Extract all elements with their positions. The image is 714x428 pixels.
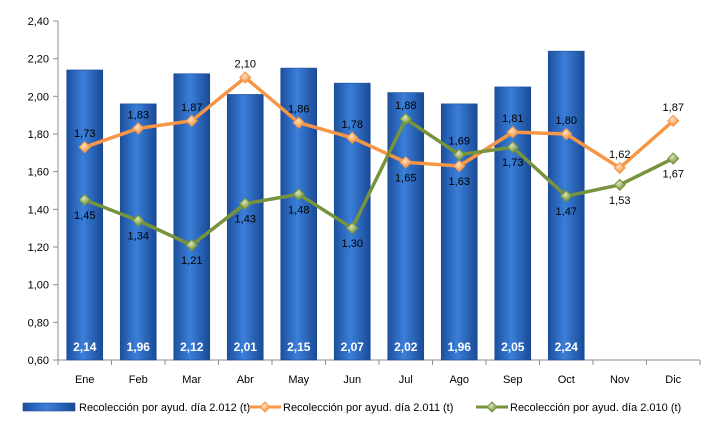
series-2011-point bbox=[613, 161, 626, 175]
line-2010-value-label: 1,47 bbox=[556, 206, 577, 218]
line-2010-value-label: 1,73 bbox=[502, 157, 523, 169]
series-2011-point bbox=[453, 159, 466, 173]
series-2010-point bbox=[346, 221, 359, 235]
series-2011-point bbox=[506, 125, 519, 139]
legend: Recolección por ayud. día 2.012 (t) Recol… bbox=[22, 401, 681, 414]
line-2011-value-label: 1,78 bbox=[342, 119, 363, 131]
line-2011-value-label: 1,87 bbox=[663, 102, 684, 114]
series-2011-point bbox=[292, 116, 305, 129]
bar-series bbox=[66, 50, 585, 361]
y-tick-label: 2,20 bbox=[28, 54, 49, 66]
legend-swatch-2012 bbox=[22, 402, 76, 412]
line-2011-value-label: 1,83 bbox=[128, 109, 149, 121]
y-tick-label: 1,60 bbox=[28, 167, 49, 179]
x-tick-label: Jul bbox=[399, 374, 413, 386]
series-2010-point bbox=[399, 112, 412, 126]
line-series bbox=[78, 71, 680, 252]
series-2010-point bbox=[132, 214, 145, 227]
bar-value-label: 2,15 bbox=[287, 340, 311, 354]
x-tick-label: Mar bbox=[182, 374, 201, 386]
x-tick-label: Ago bbox=[449, 374, 469, 386]
series-2011-point bbox=[78, 140, 91, 154]
line-2011-value-label: 1,87 bbox=[181, 102, 202, 114]
series-2011-point bbox=[132, 122, 145, 135]
series-2010-point bbox=[506, 140, 519, 154]
bar bbox=[66, 69, 104, 361]
line-2011-value-label: 1,81 bbox=[502, 113, 523, 125]
series-2011-point bbox=[560, 127, 573, 141]
line-2011-value-label: 1,80 bbox=[556, 115, 577, 127]
line-2011-value-label: 1,73 bbox=[74, 128, 95, 140]
series-2010-point bbox=[78, 193, 91, 207]
series-2011-point bbox=[667, 114, 680, 128]
line-2011-value-label: 1,65 bbox=[395, 172, 416, 184]
series-2010-point bbox=[239, 197, 252, 210]
series-2010-point bbox=[667, 152, 680, 165]
bar-value-label: 2,01 bbox=[234, 340, 258, 354]
y-tick-label: 0,80 bbox=[28, 317, 49, 329]
bar bbox=[119, 103, 157, 361]
legend-label-2011: Recolección por ayud. día 2.011 (t) bbox=[283, 402, 453, 414]
line-2010-value-label: 1,69 bbox=[449, 136, 470, 148]
line-2011-value-label: 1,62 bbox=[609, 149, 630, 161]
line-2010-value-label: 1,88 bbox=[395, 100, 416, 112]
bar-value-label: 1,96 bbox=[448, 340, 472, 354]
y-tick-label: 1,80 bbox=[28, 129, 49, 141]
bar-value-label: 2,24 bbox=[555, 340, 579, 354]
series-2010-point bbox=[185, 238, 198, 252]
line-2011-value-label: 2,10 bbox=[235, 59, 256, 71]
y-tick-label: 1,00 bbox=[28, 280, 49, 292]
x-tick-label: Oct bbox=[558, 374, 575, 386]
bar-value-label: 2,12 bbox=[180, 340, 204, 354]
line-2010-value-label: 1,53 bbox=[609, 195, 630, 207]
y-tick-label: 2,40 bbox=[28, 16, 49, 28]
series-2011-point bbox=[346, 131, 359, 144]
bar bbox=[226, 94, 264, 361]
x-tick-label: Dic bbox=[665, 374, 681, 386]
series-2011-point bbox=[239, 71, 252, 84]
data-labels: 2,14 1,96 2,12 2,01 2,15 2,07 2,02 1,96 2,05 2,24… bbox=[73, 59, 684, 355]
x-tick-label: Jun bbox=[343, 374, 361, 386]
series-2011-line bbox=[84, 75, 675, 170]
series-2010-point bbox=[453, 148, 466, 161]
series-2010-point bbox=[613, 178, 626, 192]
series-2011-point bbox=[399, 156, 412, 169]
bar-value-label: 2,05 bbox=[501, 340, 525, 354]
series-2011-point bbox=[185, 114, 198, 128]
bar-value-label: 2,02 bbox=[394, 340, 418, 354]
x-tick-label: Ene bbox=[75, 374, 95, 386]
x-tick-label: Sep bbox=[503, 374, 523, 386]
y-tick-label: 2,00 bbox=[28, 91, 49, 103]
line-2010-value-label: 1,30 bbox=[342, 238, 363, 250]
line-2010-value-label: 1,34 bbox=[128, 231, 149, 243]
axes: 0,60 0,80 1,00 1,20 1,40 1,60 1,80 2,00 2,20 2,40… bbox=[28, 16, 701, 386]
line-2011-value-label: 1,86 bbox=[288, 104, 309, 116]
series-2010-line bbox=[84, 117, 675, 247]
series-2010-point bbox=[560, 189, 573, 203]
legend-marker-2010 bbox=[486, 401, 498, 413]
line-2010-value-label: 1,45 bbox=[74, 210, 95, 222]
x-tick-label: May bbox=[288, 374, 309, 386]
bar-value-label: 1,96 bbox=[127, 340, 151, 354]
line-2010-value-label: 1,21 bbox=[181, 255, 202, 267]
x-tick-label: Nov bbox=[610, 374, 630, 386]
y-tick-label: 0,60 bbox=[28, 355, 49, 367]
legend-marker-2011 bbox=[259, 401, 271, 413]
legend-label-2010: Recolección por ayud. día 2.010 (t) bbox=[510, 402, 681, 414]
bar-value-label: 2,14 bbox=[73, 340, 97, 354]
bar bbox=[387, 92, 425, 361]
x-tick-label: Abr bbox=[237, 374, 254, 386]
line-2010-value-label: 1,43 bbox=[235, 214, 256, 226]
bar bbox=[547, 50, 585, 361]
line-2010-value-label: 1,48 bbox=[288, 204, 309, 216]
line-2010-value-label: 1,67 bbox=[663, 168, 684, 180]
y-tick-label: 1,40 bbox=[28, 204, 49, 216]
bar-value-label: 2,07 bbox=[341, 340, 365, 354]
series-2010-point bbox=[292, 188, 305, 201]
legend-label-2012: Recolección por ayud. día 2.012 (t) bbox=[79, 402, 250, 414]
y-tick-label: 1,20 bbox=[28, 242, 49, 254]
line-2011-value-label: 1,63 bbox=[449, 176, 470, 188]
x-tick-label: Feb bbox=[129, 374, 148, 386]
